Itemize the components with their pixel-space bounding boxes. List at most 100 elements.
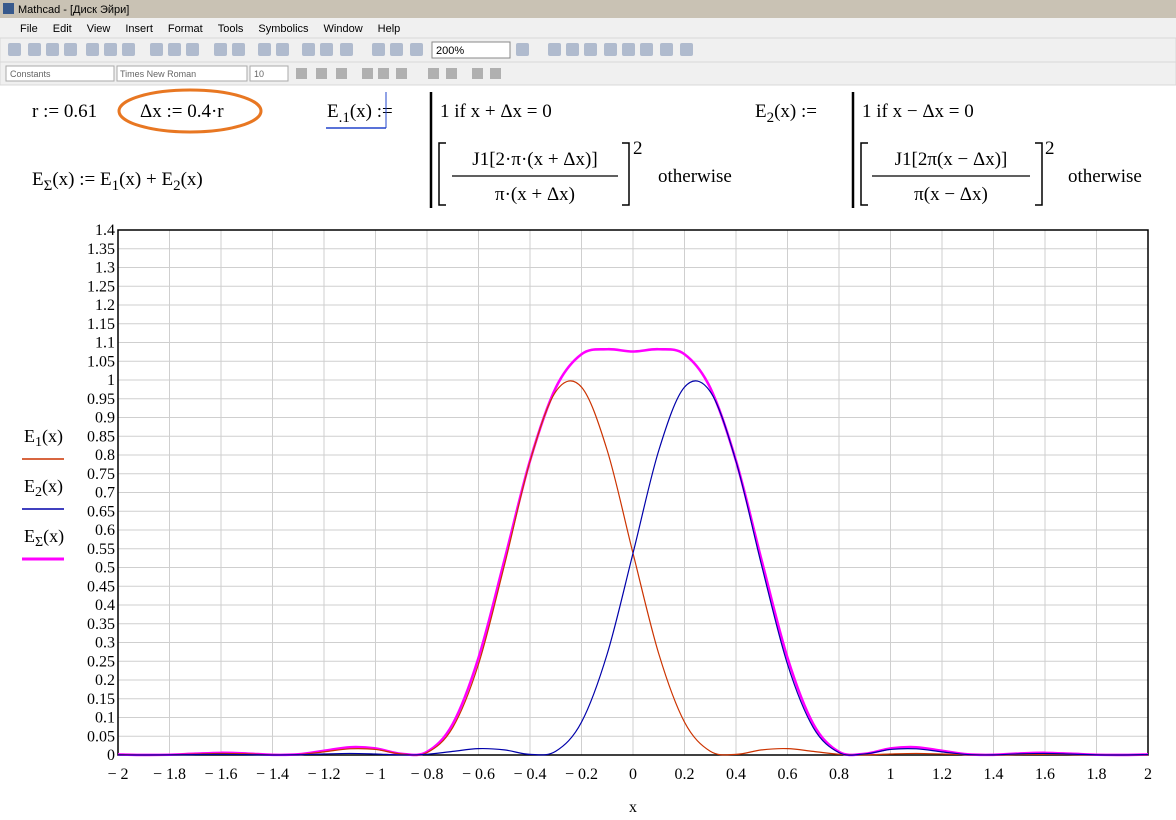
tool-icon[interactable]	[372, 43, 385, 56]
e1-case: 1 if x + Δx = 0	[440, 101, 552, 122]
zoom-value[interactable]: 200%	[436, 45, 464, 57]
formula-text: E	[327, 101, 339, 122]
e1-otherwise: otherwise	[658, 166, 732, 187]
y-tick-label: 1.3	[95, 260, 115, 277]
subscript: 2	[767, 110, 775, 126]
tool-icon[interactable]	[340, 43, 353, 56]
menu-item[interactable]: Help	[378, 23, 401, 35]
format-icon[interactable]	[378, 68, 389, 79]
y-tick-label: 0.55	[87, 541, 115, 558]
formula-text: E	[32, 169, 44, 190]
esum-definition: EΣ(x) := E1(x) + E2(x)	[32, 169, 203, 194]
font-value[interactable]: Times New Roman	[120, 69, 196, 79]
x-tick-label: − 1.2	[307, 766, 340, 783]
format-icon[interactable]	[446, 68, 457, 79]
title-bar	[0, 0, 1176, 18]
y-tick-label: 0.65	[87, 503, 115, 520]
legend-text-part: E	[24, 526, 35, 546]
y-tick-label: 1.35	[87, 241, 115, 258]
tool-icon[interactable]	[604, 43, 617, 56]
y-tick-label: 0.2	[95, 672, 115, 689]
x-tick-label: − 0.6	[462, 766, 495, 783]
format-icon[interactable]	[296, 68, 307, 79]
e2-case: 1 if x − Δx = 0	[862, 101, 974, 122]
x-tick-label: 0.4	[726, 766, 746, 783]
y-tick-label: 1.4	[95, 222, 115, 239]
tool-icon[interactable]	[302, 43, 315, 56]
legend-label: EΣ(x)	[24, 526, 64, 550]
subscript: 1	[112, 178, 120, 194]
menu-item[interactable]: File	[20, 23, 38, 35]
tool-icon[interactable]	[104, 43, 117, 56]
tool-icon[interactable]	[8, 43, 21, 56]
tool-icon[interactable]	[168, 43, 181, 56]
legend-label: E1(x)	[24, 426, 63, 450]
x-tick-label: 0.2	[675, 766, 695, 783]
tool-icon[interactable]	[64, 43, 77, 56]
format-icon[interactable]	[396, 68, 407, 79]
tool-icon[interactable]	[28, 43, 41, 56]
tool-icon[interactable]	[320, 43, 333, 56]
tool-icon[interactable]	[390, 43, 403, 56]
tool-icon[interactable]	[276, 43, 289, 56]
y-tick-label: 0.4	[95, 597, 115, 614]
menu-item[interactable]: View	[87, 23, 111, 35]
tool-icon[interactable]	[516, 43, 529, 56]
y-tick-label: 1	[107, 372, 115, 389]
tool-icon[interactable]	[122, 43, 135, 56]
tool-icon[interactable]	[46, 43, 59, 56]
tool-icon[interactable]	[214, 43, 227, 56]
tool-icon[interactable]	[232, 43, 245, 56]
window-title: Mathcad - [Диск Эйри]	[18, 4, 129, 16]
format-icon[interactable]	[428, 68, 439, 79]
format-icon[interactable]	[490, 68, 501, 79]
tool-icon[interactable]	[566, 43, 579, 56]
plot-frame	[117, 229, 1149, 756]
menu-item[interactable]: Tools	[218, 23, 244, 35]
y-tick-label: 1.15	[87, 316, 115, 333]
size-value[interactable]: 10	[254, 69, 264, 79]
x-tick-label: 1.6	[1035, 766, 1055, 783]
style-box[interactable]	[5, 65, 115, 82]
style-value[interactable]: Constants	[10, 69, 51, 79]
format-icon[interactable]	[362, 68, 373, 79]
format-icon[interactable]	[316, 68, 327, 79]
menu-item[interactable]: Format	[168, 23, 203, 35]
tool-icon[interactable]	[548, 43, 561, 56]
tool-icon[interactable]	[410, 43, 423, 56]
y-tick-label: 0.3	[95, 635, 115, 652]
menu-item[interactable]: Edit	[53, 23, 72, 35]
e1-exponent: 2	[633, 138, 643, 159]
menu-bar	[0, 18, 1176, 38]
tool-icon[interactable]	[640, 43, 653, 56]
menu-item[interactable]: Insert	[125, 23, 153, 35]
y-tick-label: 1.1	[95, 335, 115, 352]
menu-item[interactable]: Symbolics	[258, 23, 309, 35]
y-tick-label: 0.75	[87, 466, 115, 483]
formula-text: (x) := E	[52, 169, 111, 190]
tool-icon[interactable]	[680, 43, 693, 56]
chart: 0 0.050.1 0.15 0.2 0.250.3 0.35 0.4 0.450.5 0.55…	[22, 222, 1152, 816]
e2-otherwise: otherwise	[1068, 166, 1142, 187]
format-icon[interactable]	[336, 68, 347, 79]
tool-icon[interactable]	[86, 43, 99, 56]
y-tick-label: 0.1	[95, 710, 115, 727]
format-icon[interactable]	[472, 68, 483, 79]
x-tick-label: − 1.6	[204, 766, 237, 783]
x-tick-label: − 1	[365, 766, 386, 783]
tool-icon[interactable]	[660, 43, 673, 56]
brackets	[438, 142, 630, 206]
font-box[interactable]	[116, 65, 248, 82]
tool-icon[interactable]	[258, 43, 271, 56]
size-box[interactable]	[249, 65, 289, 82]
formula-text: (x) + E	[119, 169, 173, 190]
tool-icon[interactable]	[584, 43, 597, 56]
y-tick-label: 0.25	[87, 653, 115, 670]
tool-icon[interactable]	[622, 43, 635, 56]
tool-icon[interactable]	[150, 43, 163, 56]
tool-icon[interactable]	[186, 43, 199, 56]
y-tick-label: 0.05	[87, 728, 115, 745]
menu-item[interactable]: Window	[324, 23, 363, 35]
zoom-box[interactable]	[431, 41, 511, 59]
legend-text-part: (x)	[42, 426, 63, 447]
